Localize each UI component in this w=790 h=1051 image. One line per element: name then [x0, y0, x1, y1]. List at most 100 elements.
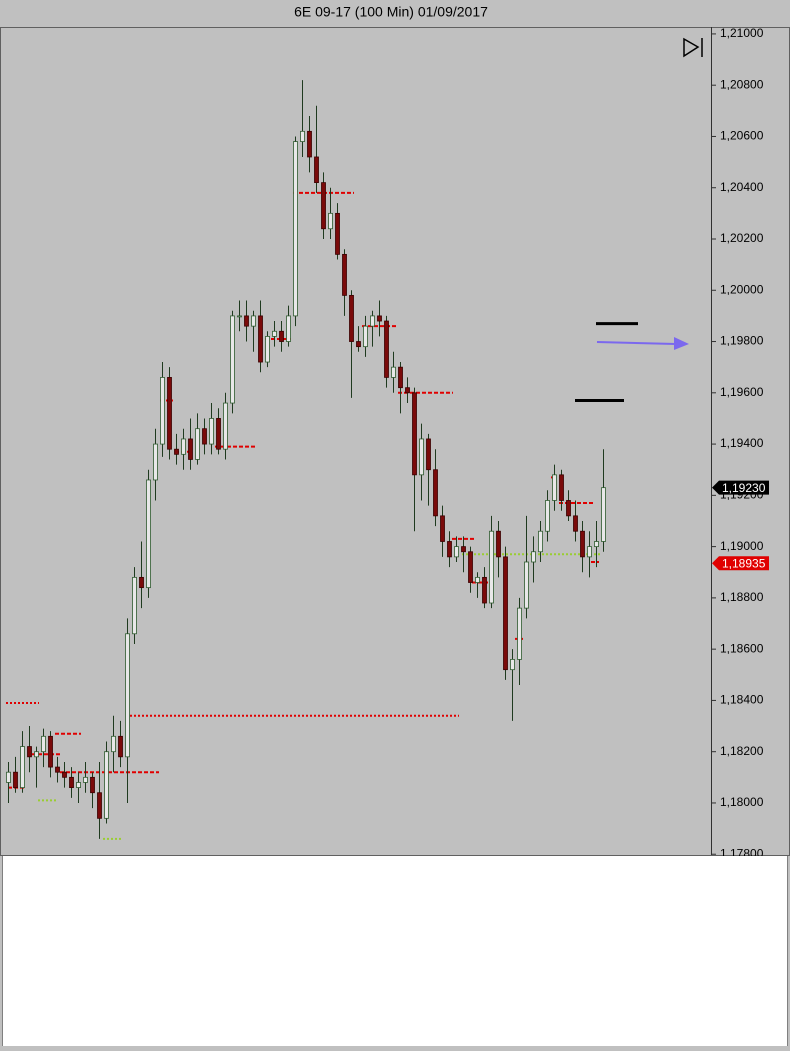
candle-body — [300, 130, 305, 142]
play-button[interactable] — [683, 37, 703, 58]
candle-body — [307, 130, 312, 158]
candle-body — [510, 659, 515, 671]
arrow-annotation — [596, 337, 689, 350]
candle-body — [601, 487, 606, 542]
candle-body — [384, 320, 389, 378]
candle-body — [167, 377, 172, 450]
y-tick-label: 1,20600 — [720, 129, 764, 143]
candle-body — [335, 212, 340, 255]
candle-body — [433, 469, 438, 517]
candle-body — [20, 746, 25, 788]
candle-body — [356, 341, 361, 348]
candle-body — [272, 330, 277, 337]
candle-body — [370, 315, 375, 327]
candle-body — [111, 735, 116, 753]
candle-body — [279, 330, 284, 342]
candle-body — [265, 336, 270, 363]
candle-body — [153, 443, 158, 481]
candle-body — [405, 387, 410, 394]
candle-body — [587, 546, 592, 558]
candle-body — [426, 438, 431, 471]
candle-body — [489, 530, 494, 604]
candle-body — [34, 751, 39, 758]
candle-body — [496, 530, 501, 558]
candle-body — [454, 546, 459, 558]
candle-body — [181, 438, 186, 455]
candle-body — [545, 500, 550, 532]
candle-body — [342, 253, 347, 296]
candle-body — [202, 428, 207, 445]
candle-body — [524, 561, 529, 609]
y-tick-label: 1,18800 — [720, 590, 764, 604]
candle-body — [349, 294, 354, 342]
candle-body — [461, 546, 466, 553]
price-tag — [712, 556, 769, 571]
candle-body — [475, 576, 480, 583]
candle-body — [538, 530, 543, 553]
candle-body — [69, 776, 74, 788]
candle-body — [139, 576, 144, 589]
y-tick-label: 1,19600 — [720, 385, 764, 399]
y-tick-label: 1,20400 — [720, 180, 764, 194]
y-tick-label: 1,19800 — [720, 334, 764, 348]
candle-body — [552, 474, 557, 501]
candle-body — [97, 792, 102, 819]
candle-body — [27, 746, 32, 758]
candle-body — [62, 771, 67, 778]
candle-body — [125, 633, 130, 758]
candle-body — [468, 551, 473, 583]
arrow-head — [674, 337, 689, 350]
price-tag-label: 1,18935 — [722, 556, 766, 570]
price-tag — [712, 480, 769, 495]
y-tick-label: 1,20000 — [720, 282, 764, 296]
candle-body — [482, 576, 487, 604]
candle-body — [517, 607, 522, 660]
candle-body — [48, 735, 53, 768]
candle-body — [391, 366, 396, 378]
candle-body — [76, 782, 81, 788]
candle-body — [363, 325, 368, 348]
candle-body — [258, 315, 263, 363]
y-tick-label: 1,18400 — [720, 693, 764, 707]
candle-body — [83, 776, 88, 783]
candle-body — [216, 418, 221, 450]
candle-body — [146, 479, 151, 589]
candle-body — [160, 377, 165, 445]
candle-body — [223, 402, 228, 450]
candle-body — [314, 156, 319, 184]
candle-body — [377, 315, 382, 322]
candle-body — [503, 556, 508, 671]
candle-body — [6, 771, 11, 783]
arrow-shaft — [596, 341, 677, 345]
candle-body — [447, 541, 452, 558]
candle-body — [321, 182, 326, 230]
candle-body — [41, 735, 46, 753]
candle-body — [580, 530, 585, 558]
candle-body — [195, 428, 200, 460]
candle-body — [559, 474, 564, 501]
chart-title: 6E 09-17 (100 Min) 01/09/2017 — [294, 4, 488, 20]
y-tick-label: 1,18200 — [720, 744, 764, 758]
candle-body — [90, 776, 95, 794]
candle-body — [174, 448, 179, 455]
candle-body — [251, 315, 256, 327]
candle-body — [531, 551, 536, 563]
candle-body — [286, 315, 291, 342]
candle-body — [55, 766, 60, 773]
candle-body — [419, 438, 424, 476]
y-tick-label: 1,20200 — [720, 231, 764, 245]
candle-body — [573, 515, 578, 532]
play-icon[interactable] — [683, 37, 700, 58]
y-tick-label: 1,18600 — [720, 641, 764, 655]
candle-body — [188, 438, 193, 460]
candle-body — [132, 576, 137, 635]
candle-body — [209, 418, 214, 445]
candle-body — [328, 212, 333, 230]
candle-body — [293, 141, 298, 317]
price-tag-label: 1,19230 — [722, 481, 766, 495]
y-tick-label: 1,19000 — [720, 539, 764, 553]
candle-body — [237, 315, 242, 318]
candle-body — [440, 515, 445, 542]
y-tick-label: 1,18000 — [720, 795, 764, 809]
